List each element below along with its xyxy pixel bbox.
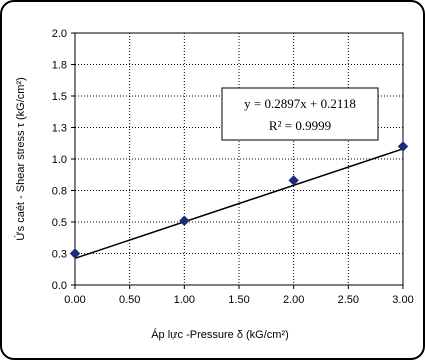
trendline-equation: y = 0.2897x + 0.2118: [244, 96, 356, 111]
trendline-layer: [74, 148, 404, 260]
y-tick-labels: 0.0 0.3 0.5 0.8 1.0 1.3 1.5 1.8 2.0: [52, 28, 67, 292]
x-axis-title: Áp lực -Pressure δ (kG/cm²): [151, 328, 289, 341]
x-tick-label: 2.50: [338, 294, 359, 306]
equation-box: y = 0.2897x + 0.2118 R² = 0.9999: [221, 87, 379, 141]
r-squared-label: R² = 0.9999: [269, 118, 331, 133]
x-tick-labels: 0.00 0.50 1.00 1.50 2.00 2.50 3.00: [64, 294, 413, 306]
y-tick-label: 1.8: [52, 60, 67, 72]
y-tick-label: 1.3: [52, 123, 67, 135]
data-point: [397, 141, 409, 152]
y-tick-label: 2.0: [52, 28, 67, 40]
data-point: [69, 248, 81, 259]
data-point: [179, 215, 190, 226]
data-points: [69, 141, 409, 259]
x-tick-label: 1.00: [174, 294, 195, 306]
x-tick-label: 2.00: [283, 294, 304, 306]
trendline: [74, 148, 404, 260]
data-point: [288, 175, 299, 186]
y-tick-label: 1.5: [52, 91, 67, 103]
y-tick-label: 0.3: [52, 249, 67, 261]
x-tick-label: 1.50: [228, 294, 249, 306]
y-tick-label: 0.8: [52, 186, 67, 198]
y-tick-label: 0.5: [52, 217, 67, 229]
x-tick-label: 0.50: [119, 294, 140, 306]
y-axis-title: Ứs caét - Shear stress τ (kG/cm²): [14, 77, 27, 241]
y-tick-label: 0.0: [52, 280, 67, 292]
y-tick-label: 1.0: [52, 154, 67, 166]
x-tick-label: 0.00: [64, 294, 85, 306]
x-tick-label: 3.00: [392, 294, 413, 306]
